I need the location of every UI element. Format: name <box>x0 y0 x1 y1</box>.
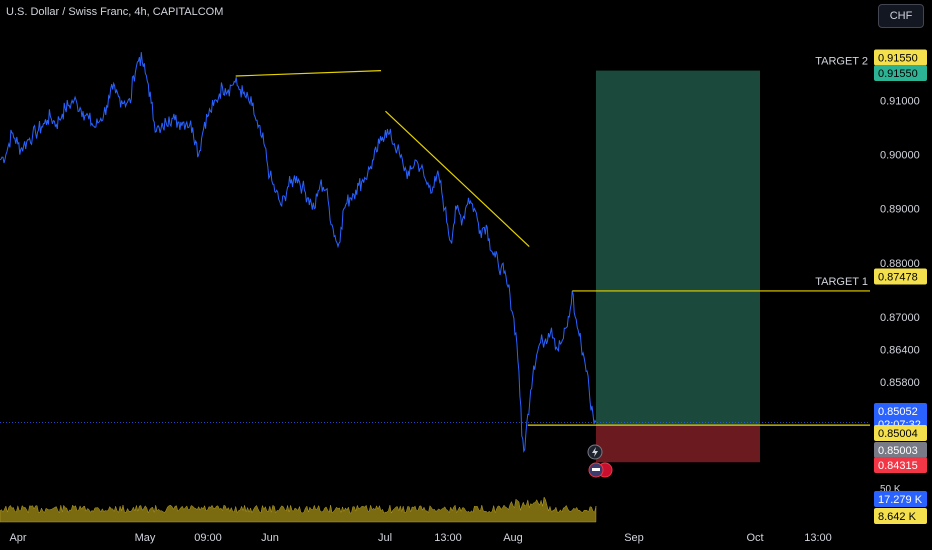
svg-text:0.85004: 0.85004 <box>878 428 918 440</box>
price-label-yellow: 0.87478 <box>874 268 927 285</box>
x-tick-label: May <box>135 532 156 544</box>
annotation-label-1: TARGET 2 <box>815 56 868 68</box>
y-tick-label: 0.90000 <box>880 150 920 162</box>
price-labels: 0.915500.915500.874780.8505202:07:320.85… <box>874 49 927 524</box>
time-axis[interactable]: Apr May 09:00 Jun Jul 13:00 Aug Sep Oct 13:00 <box>9 532 831 544</box>
price-label-red: 0.84315 <box>874 457 927 473</box>
annotation-label-2: TARGET 1 <box>815 276 868 288</box>
volume-value-label: 8.642 K <box>874 508 927 524</box>
price-series <box>0 52 597 453</box>
price-line <box>0 52 597 453</box>
svg-text:0.85052: 0.85052 <box>878 406 918 418</box>
svg-text:0.91550: 0.91550 <box>878 53 918 65</box>
x-tick-label: Aug <box>503 532 523 544</box>
y-tick-label: 0.87000 <box>880 312 920 324</box>
currency-button[interactable]: CHF <box>878 4 924 28</box>
price-label-yellow: 0.91550 <box>874 49 927 66</box>
annotations: TARGET 2 TARGET 1 <box>815 56 868 288</box>
y-tick-label: 0.89000 <box>880 204 920 216</box>
trend-line-2[interactable] <box>385 110 530 247</box>
y-tick-label: 0.91000 <box>880 95 920 107</box>
price-label-gray: 0.85003 <box>874 442 927 458</box>
x-tick-label: 13:00 <box>804 532 832 544</box>
x-tick-label: Apr <box>9 532 26 544</box>
x-tick-label: Jul <box>378 532 392 544</box>
svg-text:17.279 K: 17.279 K <box>878 494 923 506</box>
price-label-green: 0.91550 <box>874 65 927 81</box>
svg-text:8.642 K: 8.642 K <box>878 511 917 523</box>
y-tick-label: 0.85800 <box>880 377 920 389</box>
lightning-icon[interactable] <box>587 444 603 460</box>
x-tick-label: 09:00 <box>194 532 222 544</box>
volume-area <box>0 496 597 523</box>
y-tick-label: 0.86400 <box>880 344 920 356</box>
svg-text:0.85003: 0.85003 <box>878 445 918 457</box>
x-tick-label: Sep <box>624 532 644 544</box>
x-tick-label: 13:00 <box>434 532 462 544</box>
chart-title: U.S. Dollar / Swiss Franc, 4h, CAPITALCO… <box>6 6 224 18</box>
svg-text:0.91550: 0.91550 <box>878 68 918 80</box>
trend-line-1[interactable] <box>235 69 382 77</box>
profit-zone[interactable] <box>595 70 760 425</box>
y-tick-label: 0.88000 <box>880 258 920 270</box>
loss-zone[interactable] <box>595 424 760 463</box>
event-icons[interactable] <box>587 444 613 478</box>
price-label-yellow: 0.85004 <box>874 425 927 441</box>
position-zones <box>595 70 760 463</box>
us-flag-event-icon[interactable] <box>588 462 613 478</box>
x-tick-label: Jun <box>261 532 279 544</box>
x-tick-label: Oct <box>746 532 763 544</box>
volume-value-label: 17.279 K <box>874 491 927 507</box>
volume-axis-label: 50 K <box>880 484 901 495</box>
trend-lines <box>0 69 870 426</box>
svg-text:0.84315: 0.84315 <box>878 460 918 472</box>
volume-histogram <box>0 496 597 523</box>
svg-text:0.87478: 0.87478 <box>878 272 918 284</box>
